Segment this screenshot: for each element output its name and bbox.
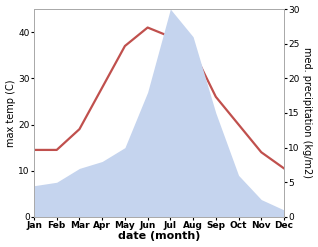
Y-axis label: med. precipitation (kg/m2): med. precipitation (kg/m2) — [302, 47, 313, 179]
X-axis label: date (month): date (month) — [118, 231, 200, 242]
Y-axis label: max temp (C): max temp (C) — [5, 79, 16, 147]
